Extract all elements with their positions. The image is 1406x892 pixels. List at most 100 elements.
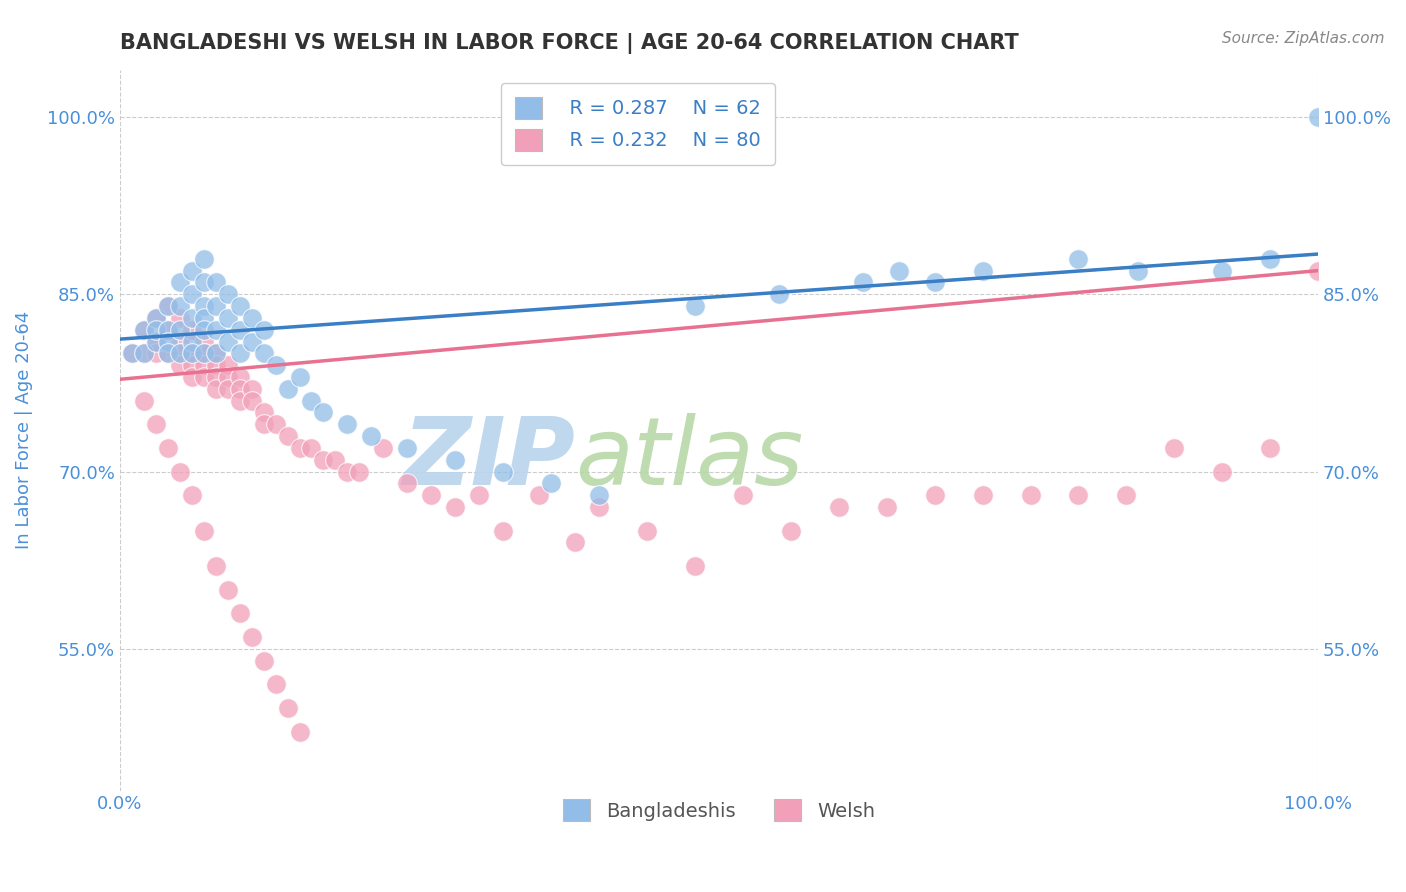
Point (217, 582, 239, 597)
Point (1211, 263, 1233, 277)
Point (156, 334, 179, 349)
Point (156, 441, 179, 455)
Point (217, 370, 239, 384)
Point (288, 441, 311, 455)
Point (1308, 263, 1330, 277)
Point (240, 334, 263, 349)
Point (180, 370, 202, 384)
Point (145, 334, 167, 349)
Text: BANGLADESHI VS WELSH IN LABOR FORCE | AGE 20-64 CORRELATION CHART: BANGLADESHI VS WELSH IN LABOR FORCE | AG… (120, 33, 1018, 54)
Point (193, 524, 215, 538)
Point (1258, 252, 1281, 266)
Point (121, 346, 143, 360)
Legend: Bangladeshis, Welsh: Bangladeshis, Welsh (550, 785, 889, 835)
Point (288, 370, 311, 384)
Point (180, 346, 202, 360)
Point (228, 299, 250, 313)
Point (169, 323, 191, 337)
Point (276, 701, 298, 715)
Point (444, 500, 467, 514)
Point (349, 465, 371, 479)
Point (204, 323, 226, 337)
Point (252, 405, 274, 419)
Point (169, 358, 191, 372)
Point (180, 334, 202, 349)
Point (169, 299, 191, 313)
Point (396, 441, 419, 455)
Point (156, 323, 179, 337)
Point (876, 500, 898, 514)
Point (228, 607, 250, 621)
Point (204, 370, 226, 384)
Point (204, 346, 226, 360)
Point (492, 524, 515, 538)
Point (228, 393, 250, 408)
Point (887, 263, 910, 277)
Point (1308, 110, 1330, 124)
Point (336, 417, 359, 432)
Text: ZIP: ZIP (402, 413, 575, 505)
Point (252, 346, 274, 360)
Point (180, 358, 202, 372)
Point (276, 429, 298, 443)
Point (1128, 263, 1150, 277)
Point (228, 323, 250, 337)
Point (264, 677, 287, 691)
Point (193, 323, 215, 337)
Point (132, 323, 155, 337)
Point (180, 346, 202, 360)
Point (312, 405, 335, 419)
Point (132, 393, 155, 408)
Point (301, 393, 323, 408)
Point (588, 500, 610, 514)
Point (527, 488, 550, 502)
Point (301, 441, 323, 455)
Point (228, 370, 250, 384)
Point (768, 287, 790, 301)
Point (240, 310, 263, 325)
Point (492, 465, 515, 479)
Point (156, 299, 179, 313)
Point (228, 346, 250, 360)
Point (193, 299, 215, 313)
Point (169, 276, 191, 290)
Point (204, 276, 226, 290)
Point (276, 382, 298, 396)
Point (779, 524, 801, 538)
Y-axis label: In Labor Force | Age 20-64: In Labor Force | Age 20-64 (15, 311, 32, 549)
Point (360, 429, 382, 443)
Point (145, 310, 167, 325)
Point (1163, 441, 1185, 455)
Point (169, 310, 191, 325)
Point (924, 276, 946, 290)
Point (156, 346, 179, 360)
Point (180, 323, 202, 337)
Point (193, 370, 215, 384)
Point (264, 358, 287, 372)
Point (828, 500, 851, 514)
Point (145, 417, 167, 432)
Point (240, 393, 263, 408)
Point (972, 263, 994, 277)
Point (588, 488, 610, 502)
Point (193, 252, 215, 266)
Point (396, 476, 419, 491)
Point (1258, 441, 1281, 455)
Point (204, 299, 226, 313)
Point (1211, 465, 1233, 479)
Point (217, 310, 239, 325)
Point (731, 488, 754, 502)
Point (564, 535, 586, 549)
Point (683, 299, 706, 313)
Point (145, 323, 167, 337)
Point (204, 382, 226, 396)
Point (156, 323, 179, 337)
Point (228, 382, 250, 396)
Point (240, 382, 263, 396)
Point (252, 654, 274, 668)
Point (252, 323, 274, 337)
Point (852, 276, 875, 290)
Point (420, 488, 443, 502)
Point (1067, 488, 1090, 502)
Point (217, 287, 239, 301)
